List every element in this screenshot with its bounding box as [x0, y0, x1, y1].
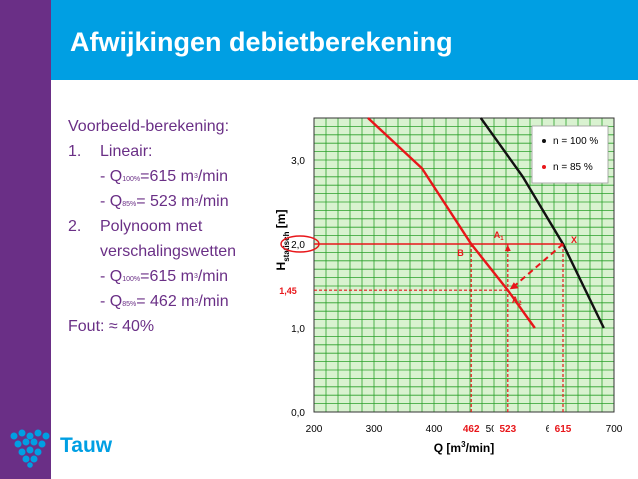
y-tick-label: 3,0: [291, 156, 305, 167]
x-tick-label: 300: [366, 424, 383, 435]
legend-label: n = 100 %: [553, 136, 598, 147]
legend-label: n = 85 %: [553, 162, 593, 173]
item2-q100: - Q100%=615 m3/min: [100, 268, 228, 289]
x-axis-label-part: /min]: [466, 441, 495, 455]
y-axis-label-subscript: statisch: [282, 231, 291, 261]
legend-marker: [542, 139, 546, 143]
tauw-logo-icon: [10, 429, 50, 468]
y-tick-label: 2,0: [291, 240, 305, 251]
scaling-arrow-line: [511, 243, 564, 289]
point-label-main: X: [571, 235, 577, 245]
q-unit: /min: [198, 193, 229, 210]
point-label-main: A: [512, 295, 519, 305]
q-unit: /min: [197, 268, 229, 285]
x-tick-label: 200: [306, 424, 323, 435]
q-subscript: 85%: [122, 301, 137, 308]
tauw-logo-text: Tauw: [60, 434, 113, 457]
point-label-main: B: [457, 248, 464, 258]
item1-label: Lineair:: [100, 143, 153, 160]
point-label-subscript: 1: [500, 236, 504, 242]
slide-title: Afwijkingen debietberekening: [70, 27, 453, 57]
list-number-2: 2.: [68, 218, 82, 235]
q-symbol: - Q: [100, 193, 123, 210]
item2-q85: - Q85%= 462 m3/min: [100, 293, 229, 314]
point-label-subscript: 2: [518, 301, 522, 307]
legend: n = 100 % n = 85 %: [531, 125, 609, 184]
y-tick-label: 0,0: [291, 408, 305, 419]
point-label-a2: A2: [512, 295, 523, 307]
title-bar: [51, 0, 638, 80]
q-unit: /min: [198, 293, 229, 310]
x-tick-label: 400: [426, 424, 443, 435]
y-axis-label-unit: [m]: [274, 210, 288, 232]
scaling-arrow-head: [509, 282, 519, 290]
x-highlight-bg: [493, 420, 522, 436]
x-highlight-label: 615: [555, 424, 572, 435]
plot-border: [313, 117, 615, 413]
unit-superscript: 3: [194, 198, 199, 205]
y-highlight-label: 1,45: [279, 286, 297, 296]
list-number-1: 1.: [68, 143, 82, 160]
unit-superscript: 3: [194, 298, 199, 305]
x-highlight-label: 462: [463, 424, 480, 435]
q-value: = 523 m: [136, 193, 195, 210]
highlight-ellipse-y2: [280, 235, 320, 253]
x-highlight-bg: [457, 420, 486, 436]
q-symbol: - Q: [100, 293, 123, 310]
unit-superscript: 3: [193, 273, 198, 280]
item2-label-line2: verschalingswetten: [100, 243, 237, 260]
y-axis-label: Hstatisch [m]: [274, 210, 291, 271]
example-heading: Voorbeeld-berekening:: [68, 118, 230, 135]
q-value: = 462 m: [136, 293, 195, 310]
y-axis-label-main: H: [274, 262, 288, 271]
q-value: =615 m: [140, 168, 194, 185]
error-estimate: Fout: ≈ 40%: [68, 318, 155, 335]
item1-q100: - Q100%=615 m3/min: [100, 168, 228, 189]
item2-label-line1: Polynoom met: [100, 218, 203, 235]
legend-box: [531, 125, 609, 184]
x-axis-label-part: Q [m: [434, 441, 461, 455]
unit-superscript: 3: [193, 173, 198, 180]
series-line-n100: [479, 117, 605, 329]
q-symbol: - Q: [100, 168, 123, 185]
point-label-b: B: [457, 248, 464, 258]
q-value: =615 m: [140, 268, 194, 285]
x-highlight-label: 523: [499, 424, 516, 435]
q-subscript: 85%: [122, 201, 137, 208]
point-label-a1: A1: [494, 230, 505, 242]
q-subscript: 100%: [122, 176, 141, 183]
purple-side-bar: [0, 0, 51, 479]
point-a1-marker: [504, 245, 511, 251]
y-tick-label: 1,0: [291, 324, 305, 335]
q-symbol: - Q: [100, 268, 123, 285]
point-label-main: A: [494, 230, 501, 240]
legend-marker: [542, 165, 546, 169]
q-unit: /min: [197, 168, 229, 185]
x-axis-label: Q [m3/min]: [434, 440, 494, 455]
x-highlight-bg: [549, 420, 577, 436]
item1-q85: - Q85%= 523 m3/min: [100, 193, 229, 214]
q-subscript: 100%: [122, 276, 141, 283]
x-axis-label-superscript: 3: [461, 440, 466, 449]
x-tick-label: 700: [606, 424, 623, 435]
point-label-x: X: [571, 235, 577, 245]
